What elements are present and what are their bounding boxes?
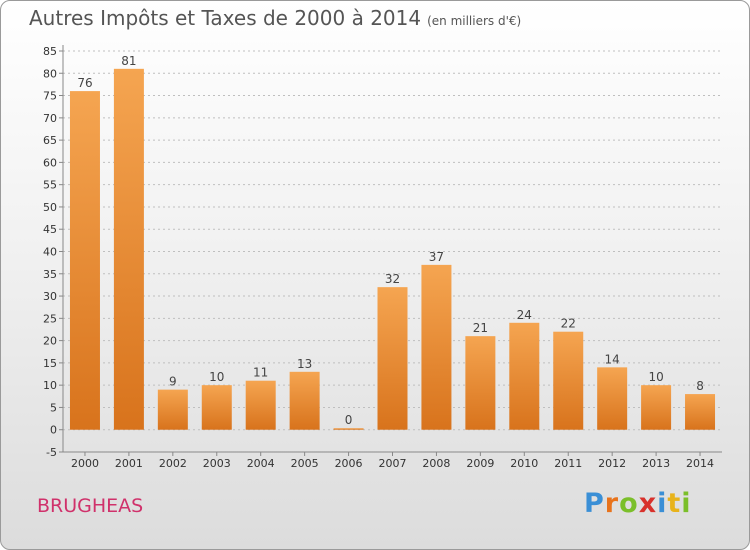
bar-value-label: 13 xyxy=(297,357,312,371)
bar-value-label: 8 xyxy=(696,379,704,393)
bar xyxy=(201,385,232,430)
chart-subtitle: (en milliers d'€) xyxy=(427,14,522,28)
y-tick-label: -5 xyxy=(46,446,57,459)
logo-letter: o xyxy=(619,488,639,519)
commune-name: BRUGHEAS xyxy=(37,495,144,517)
bar-value-label: 10 xyxy=(648,370,663,384)
x-tick-label: 2013 xyxy=(642,457,670,470)
logo-letter: r xyxy=(604,488,620,519)
bar xyxy=(157,389,188,430)
x-tick-label: 2005 xyxy=(291,457,319,470)
bar xyxy=(333,428,364,430)
bar xyxy=(509,322,540,430)
y-tick-label: 75 xyxy=(43,90,57,103)
y-tick-label: 15 xyxy=(43,357,57,370)
logo-letter: P xyxy=(584,488,605,519)
bar-value-label: 9 xyxy=(169,375,177,389)
bar-value-label: 0 xyxy=(345,413,353,427)
bar xyxy=(421,264,452,430)
y-tick-label: 35 xyxy=(43,268,57,281)
y-tick-label: 60 xyxy=(43,156,57,169)
x-tick-label: 2010 xyxy=(510,457,538,470)
logo-letter: x xyxy=(638,488,658,519)
x-tick-label: 2008 xyxy=(422,457,450,470)
bar-value-label: 22 xyxy=(561,317,576,331)
x-tick-label: 2000 xyxy=(71,457,99,470)
y-tick-label: 40 xyxy=(43,246,57,259)
x-tick-label: 2007 xyxy=(379,457,407,470)
proxiti-logo: Proxiti xyxy=(584,488,692,519)
bar xyxy=(289,371,320,430)
bar-value-label: 32 xyxy=(385,272,400,286)
y-tick-label: 85 xyxy=(43,45,57,58)
y-tick-label: 20 xyxy=(43,335,57,348)
bar xyxy=(69,91,100,430)
x-tick-label: 2004 xyxy=(247,457,275,470)
y-tick-label: 55 xyxy=(43,179,57,192)
bar xyxy=(597,367,628,430)
bar-value-label: 24 xyxy=(517,308,532,322)
y-tick-label: 65 xyxy=(43,134,57,147)
x-tick-label: 2003 xyxy=(203,457,231,470)
x-tick-label: 2009 xyxy=(466,457,494,470)
y-tick-label: 5 xyxy=(50,401,57,414)
chart-title-text: Autres Impôts et Taxes de 2000 à 2014 xyxy=(29,6,422,30)
bar-value-label: 21 xyxy=(473,321,488,335)
y-tick-label: 50 xyxy=(43,201,57,214)
bar-value-label: 11 xyxy=(253,366,268,380)
logo-letter: t xyxy=(667,488,682,519)
bar xyxy=(245,380,276,430)
y-tick-label: 30 xyxy=(43,290,57,303)
x-tick-label: 2011 xyxy=(554,457,582,470)
bar xyxy=(465,336,496,430)
x-tick-label: 2006 xyxy=(335,457,363,470)
logo-letter: i xyxy=(681,488,692,519)
bar xyxy=(377,287,408,430)
bar-value-label: 10 xyxy=(209,370,224,384)
y-tick-label: 0 xyxy=(50,424,57,437)
bar xyxy=(685,394,716,430)
y-tick-label: 45 xyxy=(43,223,57,236)
bar xyxy=(113,68,144,430)
x-tick-label: 2001 xyxy=(115,457,143,470)
chart-title: Autres Impôts et Taxes de 2000 à 2014 (en… xyxy=(29,6,521,30)
bar-value-label: 81 xyxy=(121,54,136,68)
x-tick-label: 2014 xyxy=(686,457,714,470)
bar xyxy=(641,385,672,430)
bar-value-label: 14 xyxy=(605,352,620,366)
y-tick-label: 80 xyxy=(43,67,57,80)
x-tick-label: 2012 xyxy=(598,457,626,470)
y-tick-label: 70 xyxy=(43,112,57,125)
bar-value-label: 37 xyxy=(429,250,444,264)
logo-letter: i xyxy=(657,488,668,519)
y-tick-label: 10 xyxy=(43,379,57,392)
y-tick-label: 25 xyxy=(43,312,57,325)
bar xyxy=(553,331,584,430)
x-tick-label: 2002 xyxy=(159,457,187,470)
bar-value-label: 76 xyxy=(77,76,92,90)
